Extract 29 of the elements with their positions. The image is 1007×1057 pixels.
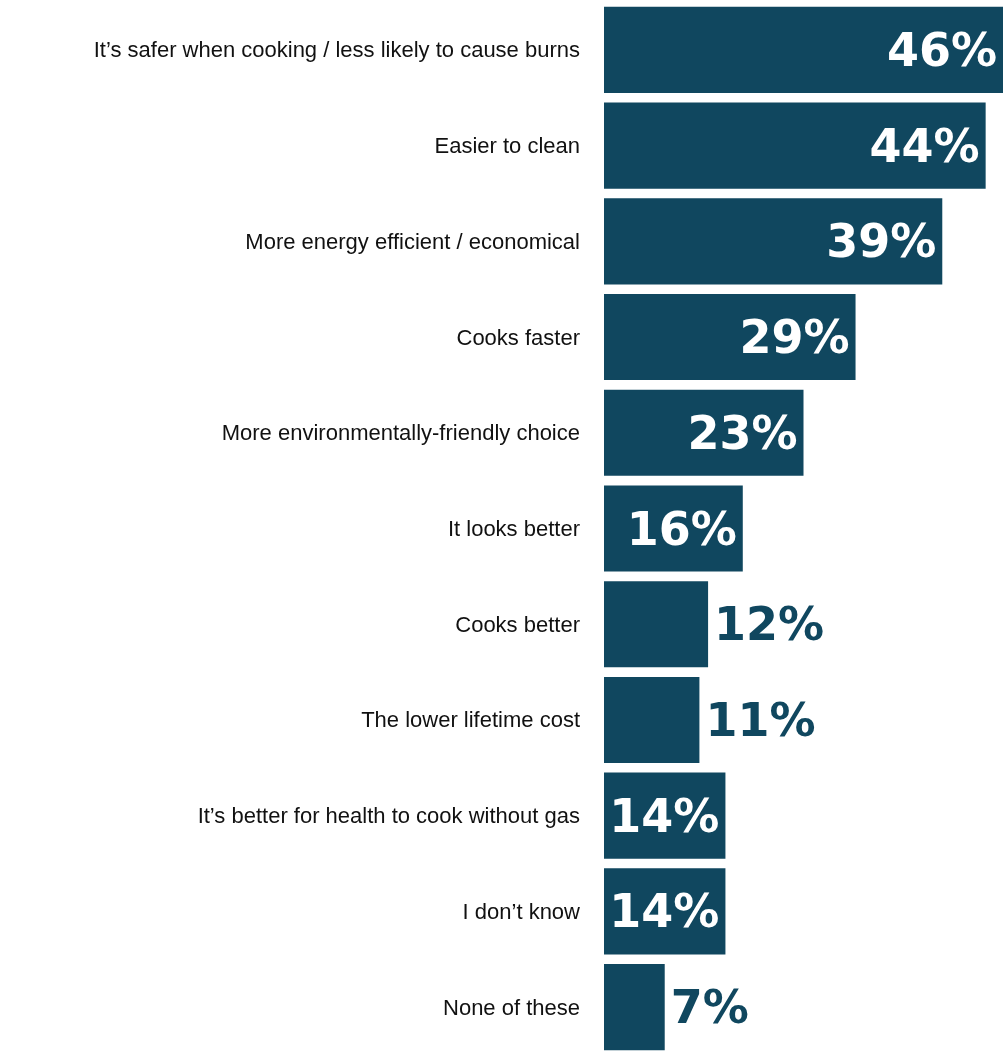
data-label: 14% bbox=[609, 788, 720, 843]
y-tick-label: The lower lifetime cost bbox=[361, 707, 580, 733]
y-tick-label: None of these bbox=[443, 994, 580, 1020]
bar bbox=[604, 293, 856, 381]
y-tick-label: Cooks better bbox=[455, 611, 580, 637]
data-label: 29% bbox=[739, 310, 850, 365]
y-tick-label: More energy efficient / economical bbox=[245, 228, 580, 254]
bar bbox=[604, 198, 943, 285]
data-label: 16% bbox=[626, 501, 737, 556]
data-label: 23% bbox=[687, 405, 798, 460]
data-label: 11% bbox=[705, 692, 816, 747]
y-tick-label: Easier to clean bbox=[434, 133, 580, 159]
bar bbox=[604, 102, 986, 189]
y-tick-label: It looks better bbox=[447, 516, 580, 541]
y-tick-label: Cooks faster bbox=[456, 324, 580, 350]
data-label: 46% bbox=[886, 22, 997, 77]
data-label: 12% bbox=[714, 597, 825, 652]
bar bbox=[604, 581, 709, 668]
bar bbox=[604, 964, 665, 1051]
data-label: 39% bbox=[826, 214, 937, 269]
y-tick-label: More environmentally-friendly choice bbox=[221, 420, 580, 446]
y-tick-label: It’s safer when cooking / less likely to cause burns bbox=[93, 37, 580, 63]
y-tick-label: It’s better for health to cook without gas bbox=[197, 803, 580, 829]
bar bbox=[604, 676, 700, 764]
y-tick-label: I don’t know bbox=[462, 898, 581, 924]
bar bbox=[604, 6, 1003, 93]
data-label: 7% bbox=[670, 980, 749, 1035]
data-label: 14% bbox=[609, 884, 720, 939]
data-label: 44% bbox=[869, 118, 980, 173]
